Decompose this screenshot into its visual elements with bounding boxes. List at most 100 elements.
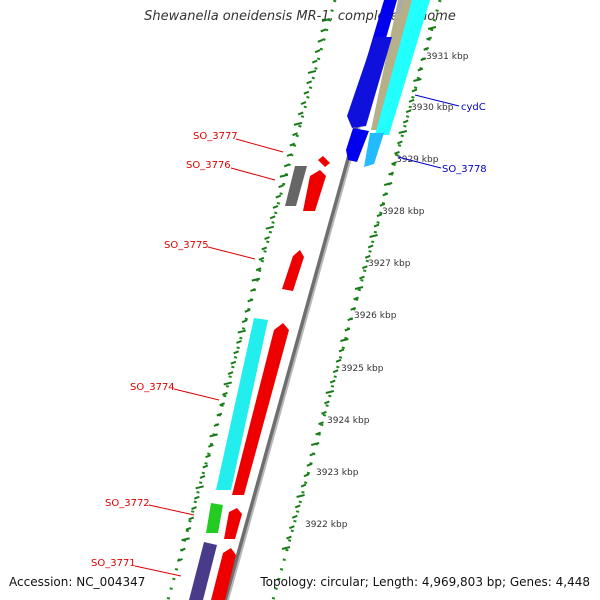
tick-minor xyxy=(216,412,223,417)
tick-minor xyxy=(185,526,192,531)
gene-right-cyan-long[interactable] xyxy=(375,0,430,135)
outer-track-guide-right xyxy=(271,0,442,600)
tick-minor xyxy=(420,57,427,62)
tick-minor xyxy=(364,254,371,259)
scale-label: 3922 kbp xyxy=(305,520,348,530)
scale-label: 3925 kbp xyxy=(341,364,384,374)
gene-so3775[interactable] xyxy=(282,250,304,291)
gene-label-so3775[interactable]: SO_3775 xyxy=(164,240,209,251)
tick-minor xyxy=(227,371,234,376)
tick-minor xyxy=(408,98,415,103)
tick-minor xyxy=(208,443,214,448)
scale-label: 3930 kbp xyxy=(411,103,454,113)
tick-major xyxy=(383,182,393,186)
tick-major xyxy=(293,121,303,126)
tick-minor xyxy=(426,36,432,41)
left-strand-genes xyxy=(189,156,330,600)
tick-minor xyxy=(244,308,251,313)
accession-text: Accession: NC_004347 xyxy=(9,575,146,589)
scale-label: 3924 kbp xyxy=(327,416,370,426)
tick-minor xyxy=(247,298,254,303)
gene-so3777[interactable] xyxy=(318,156,330,167)
gene-so3776-gray[interactable] xyxy=(285,166,307,206)
tick-minor xyxy=(292,132,298,137)
right-strand-genes xyxy=(346,0,430,167)
gene-so3774[interactable] xyxy=(232,323,289,495)
tick-minor xyxy=(275,194,282,199)
tick-minor xyxy=(388,171,394,176)
tick-minor xyxy=(219,402,225,407)
tick-minor xyxy=(303,90,310,95)
gene-so3772[interactable] xyxy=(224,508,242,539)
scale-label: 3928 kbp xyxy=(382,207,425,217)
tick-minor xyxy=(353,296,359,301)
gene-right-blue-cydC[interactable] xyxy=(347,37,392,128)
tick-minor xyxy=(335,358,342,363)
tick-minor xyxy=(359,275,365,280)
tick-minor xyxy=(382,192,389,197)
tick-minor xyxy=(278,184,284,189)
tick-minor xyxy=(250,288,256,292)
gene-label-so3777[interactable]: SO_3777 xyxy=(193,131,238,142)
tick-minor xyxy=(264,236,270,241)
tick-minor xyxy=(321,410,327,415)
tick-minor xyxy=(286,535,292,540)
gene-label-so3776[interactable]: SO_3776 xyxy=(186,160,231,171)
tick-minor xyxy=(297,111,304,116)
gene-right-cyan-small[interactable] xyxy=(364,133,384,167)
gene-so3771[interactable] xyxy=(211,548,236,600)
scale-label: 3926 kbp xyxy=(354,311,397,321)
gene-so3774-cyan[interactable] xyxy=(216,318,268,490)
tick-minor xyxy=(338,348,345,353)
left-gene-labels: SO_3777 SO_3776 SO_3775 SO_3774 SO_3772 … xyxy=(91,131,284,577)
tick-minor xyxy=(193,495,200,500)
tick-minor xyxy=(205,454,211,459)
tick-minor xyxy=(318,421,324,426)
gene-right-blue-small[interactable] xyxy=(346,128,369,162)
gene-label-cydC[interactable]: cydC xyxy=(461,102,486,113)
gene-label-so3778[interactable]: SO_3778 xyxy=(442,164,487,175)
tick-minor xyxy=(329,379,336,384)
scale-label: 3931 kbp xyxy=(426,52,469,62)
tick-minor xyxy=(367,244,374,249)
tick-major xyxy=(369,234,378,238)
tick-minor xyxy=(289,142,296,147)
tick-minor xyxy=(417,67,424,72)
tick-minor xyxy=(202,464,209,469)
tick-minor xyxy=(261,246,268,251)
gene-label-so3771[interactable]: SO_3771 xyxy=(91,558,136,569)
gene-right-gray-top[interactable] xyxy=(396,0,404,14)
tick-minor xyxy=(236,339,242,344)
tick-minor xyxy=(283,163,290,168)
tick-minor xyxy=(324,400,330,405)
tick-minor xyxy=(300,483,307,488)
tick-major xyxy=(195,485,204,490)
tick-minor xyxy=(188,516,195,521)
gene-so3772-green[interactable] xyxy=(206,503,223,533)
gene-so3771-purple[interactable] xyxy=(189,542,217,600)
tick-minor xyxy=(423,46,430,51)
tick-minor xyxy=(361,265,368,270)
scale-label: 3929 kbp xyxy=(396,155,439,165)
tick-minor xyxy=(294,504,301,509)
tick-minor xyxy=(391,161,397,166)
tick-major xyxy=(321,18,331,22)
scale-ticks-left xyxy=(177,18,331,562)
tick-major xyxy=(340,338,349,342)
tick-major xyxy=(310,442,320,446)
tick-major xyxy=(413,78,422,82)
tick-minor xyxy=(303,473,310,478)
tick-major xyxy=(354,286,364,290)
gene-so3776[interactable] xyxy=(303,170,326,211)
gene-label-so3774[interactable]: SO_3774 xyxy=(130,382,175,393)
tick-major xyxy=(279,173,289,178)
tick-major xyxy=(209,433,218,438)
tick-minor xyxy=(241,319,248,324)
tick-minor xyxy=(394,150,400,155)
scale-label: 3923 kbp xyxy=(316,468,359,478)
tick-minor xyxy=(306,80,313,85)
gene-label-so3772[interactable]: SO_3772 xyxy=(105,498,150,509)
tick-major xyxy=(223,381,232,386)
tick-minor xyxy=(311,59,318,64)
